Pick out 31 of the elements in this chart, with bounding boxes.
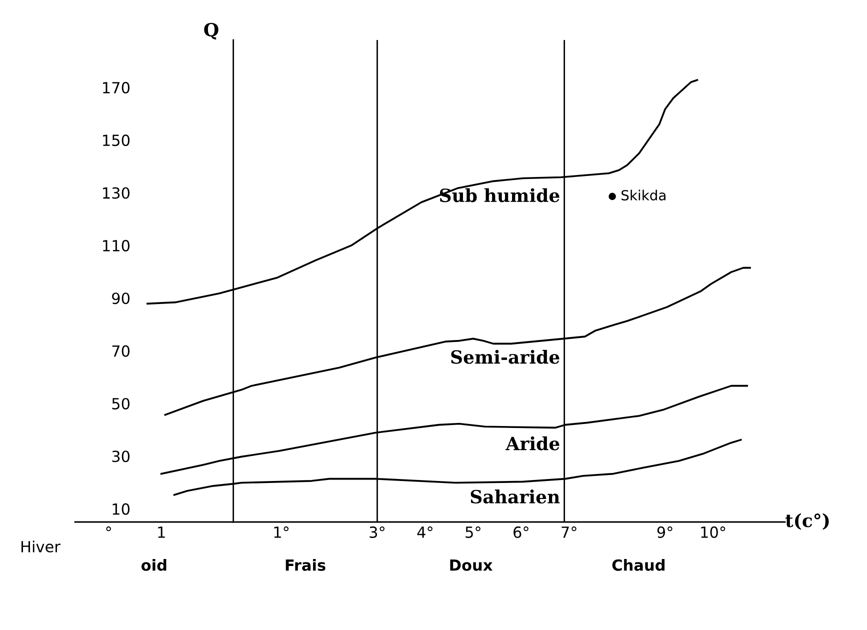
y-tick-label: 110 bbox=[103, 240, 130, 252]
x-tick-label: 3° bbox=[370, 526, 384, 538]
x-tick-label: 9° bbox=[657, 526, 672, 538]
x-tick-label: ° bbox=[106, 526, 111, 532]
x-tick-label: 6° bbox=[514, 526, 528, 538]
y-tick-label: 70 bbox=[112, 345, 130, 357]
text: Frais bbox=[286, 559, 326, 571]
y-tick-label: 150 bbox=[103, 134, 130, 146]
series-label: Sub humide bbox=[440, 188, 560, 202]
y-tick-label: 50 bbox=[112, 398, 130, 410]
x-tick-label: 10° bbox=[701, 526, 726, 538]
series-label: Semi-aride bbox=[451, 350, 560, 364]
text: Hiver bbox=[22, 540, 60, 552]
x-tick-label: 1° bbox=[274, 526, 289, 538]
series-label: Skikda bbox=[622, 190, 666, 200]
y-axis-title: Q bbox=[204, 22, 218, 40]
x-tick-label: 4° bbox=[417, 526, 432, 538]
x-tick-label: 1 bbox=[158, 526, 165, 538]
series-label: Aride bbox=[506, 436, 560, 450]
text: oid bbox=[141, 559, 166, 571]
text: Doux bbox=[450, 560, 492, 571]
y-tick-label: 30 bbox=[112, 450, 130, 462]
x-axis-title: t(c°) bbox=[785, 513, 829, 530]
y-tick-label: 130 bbox=[103, 187, 130, 199]
y-tick-label: 90 bbox=[112, 292, 130, 304]
series-label: Saharien bbox=[470, 490, 560, 504]
y-tick-label: 10 bbox=[112, 503, 130, 515]
x-tick-label: 7° bbox=[562, 526, 576, 538]
text: Chaud bbox=[612, 559, 665, 571]
y-tick-label: 170 bbox=[103, 82, 130, 94]
x-tick-label: 5° bbox=[466, 526, 480, 538]
